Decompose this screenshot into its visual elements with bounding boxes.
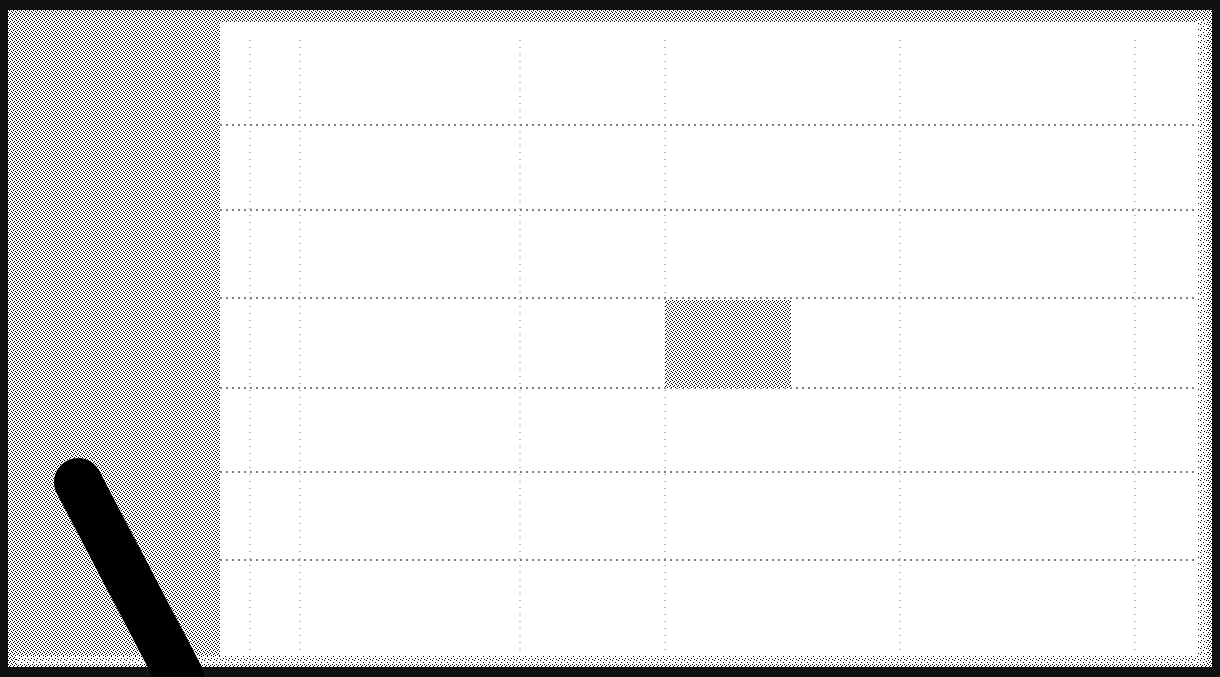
- highlighted-cell: [665, 300, 791, 388]
- page: [0, 0, 1220, 677]
- right-edge: [1198, 20, 1208, 660]
- screenshot: [0, 0, 1220, 677]
